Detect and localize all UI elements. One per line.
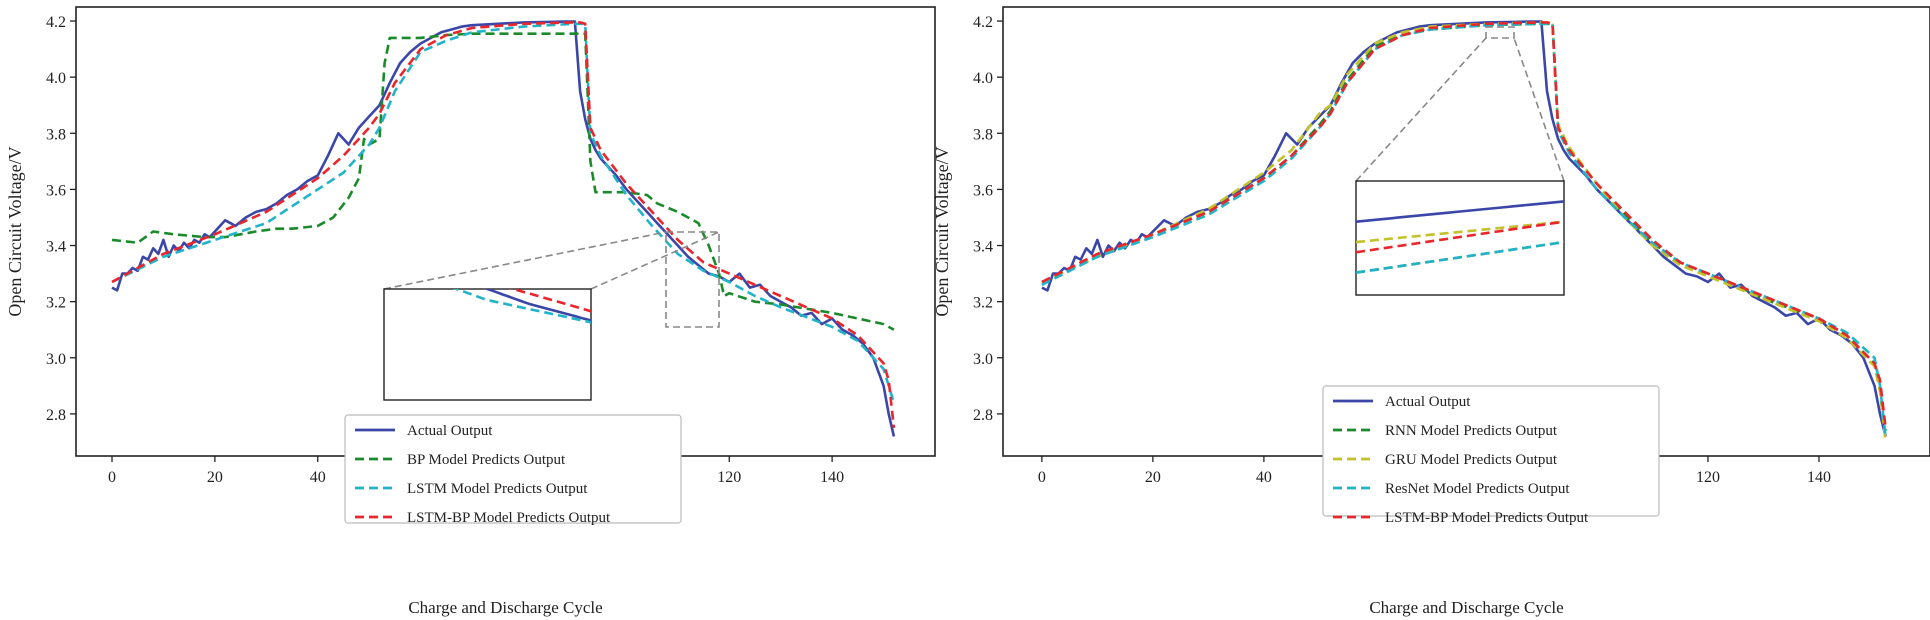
legend-label-resnet-model-predicts-output: ResNet Model Predicts Output xyxy=(1385,481,1570,497)
y-tick-label: 3.6 xyxy=(46,182,66,199)
y-tick-label: 3.4 xyxy=(46,239,66,256)
series-line-actual-output xyxy=(111,20,896,437)
y-tick-label: 3.2 xyxy=(973,295,993,312)
y-tick-label: 3.6 xyxy=(973,182,993,199)
legend-label-lstm-bp-model-predicts-output: LSTM-BP Model Predicts Output xyxy=(407,510,611,526)
legend-label-lstm-bp-model-predicts-output: LSTM-BP Model Predicts Output xyxy=(1385,510,1589,526)
inset-frame xyxy=(383,288,592,401)
y-tick-label: 2.8 xyxy=(46,407,66,424)
chart-left: 0204060801001201402.83.03.23.43.63.84.04… xyxy=(5,6,936,617)
legend-label-gru-model-predicts-output: GRU Model Predicts Output xyxy=(1385,452,1558,468)
y-axis-label: Open Circuit Voltage/V xyxy=(5,146,25,316)
y-tick-label: 2.8 xyxy=(973,407,993,424)
y-axis-label: Open Circuit Voltage/V xyxy=(932,146,952,316)
x-tick-label: 140 xyxy=(1807,469,1831,486)
zoom-connector xyxy=(590,231,720,290)
y-tick-label: 3.8 xyxy=(46,126,66,143)
series-line-bp-model-predicts-output xyxy=(111,32,895,331)
legend-box xyxy=(1322,385,1660,517)
plot-area xyxy=(1041,20,1887,443)
plot-area xyxy=(111,20,896,437)
y-tick-label: 4.0 xyxy=(46,70,66,87)
inset-line-actual-output xyxy=(1356,200,1564,223)
x-tick-label: 0 xyxy=(108,469,116,486)
x-tick-label: 140 xyxy=(820,469,844,486)
x-tick-label: 120 xyxy=(717,469,741,486)
x-axis-label: Charge and Discharge Cycle xyxy=(408,598,602,617)
x-tick-label: 40 xyxy=(310,469,326,486)
y-tick-label: 4.2 xyxy=(973,14,993,31)
inset-line-bp-model-predicts-output xyxy=(384,228,591,274)
y-tick-label: 3.4 xyxy=(973,239,993,256)
series-line-rnn-model-predicts-output xyxy=(1041,22,1887,431)
x-axis-label: Charge and Discharge Cycle xyxy=(1369,598,1563,617)
x-tick-label: 20 xyxy=(207,469,223,486)
legend-label-rnn-model-predicts-output: RNN Model Predicts Output xyxy=(1385,423,1558,439)
legend: Actual Output RNN Model Predicts Output GR… xyxy=(1322,385,1660,526)
y-tick-label: 4.0 xyxy=(973,70,993,87)
y-tick-label: 4.2 xyxy=(46,14,66,31)
zoom-connector xyxy=(383,231,667,290)
legend-box xyxy=(344,414,682,524)
legend-label-actual-output: Actual Output xyxy=(1385,394,1471,410)
y-tick-label: 3.2 xyxy=(46,295,66,312)
legend-label-actual-output: Actual Output xyxy=(407,423,493,439)
inset-plot xyxy=(1356,200,1564,274)
zoom-source-box xyxy=(1485,26,1515,39)
inset-line-lstm-bp-model-predicts-output xyxy=(1356,220,1564,254)
x-tick-label: 40 xyxy=(1256,469,1272,486)
legend-label-bp-model-predicts-output: BP Model Predicts Output xyxy=(407,452,566,468)
x-tick-label: 20 xyxy=(1145,469,1161,486)
x-tick-label: 0 xyxy=(1038,469,1046,486)
y-tick-label: 3.0 xyxy=(46,351,66,368)
series-line-lstm-bp-model-predicts-output xyxy=(111,21,896,429)
inset-line-actual-output xyxy=(483,289,591,322)
chart-right: 0204060801001201402.83.03.23.43.63.84.04… xyxy=(932,6,1930,617)
legend: Actual Output BP Model Predicts Output LST… xyxy=(344,414,682,526)
zoom-connector xyxy=(1513,37,1565,182)
zoom-source-box xyxy=(665,231,720,328)
x-tick-label: 120 xyxy=(1696,469,1720,486)
zoom-connector xyxy=(1355,37,1487,182)
inset-line-resnet-model-predicts-output xyxy=(1356,240,1564,274)
y-tick-label: 3.8 xyxy=(973,126,993,143)
legend-label-lstm-model-predicts-output: LSTM Model Predicts Output xyxy=(407,481,588,497)
inset-plot xyxy=(384,228,591,324)
y-tick-label: 3.0 xyxy=(973,351,993,368)
inset-line-gru-model-predicts-output xyxy=(1356,220,1564,244)
series-line-lstm-bp-model-predicts-output xyxy=(1041,21,1887,429)
